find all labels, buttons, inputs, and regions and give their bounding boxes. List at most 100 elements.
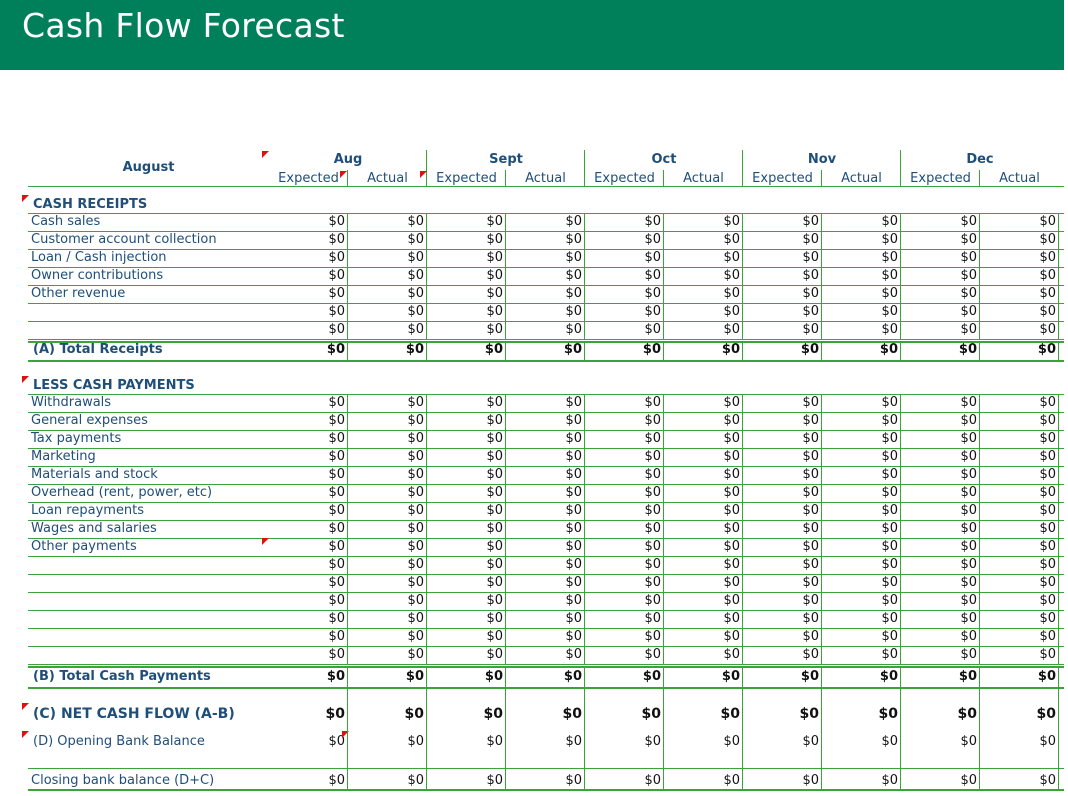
opening-balance-value[interactable]: $0 [407,734,424,749]
receipt-value[interactable]: $0 [881,322,898,337]
payment-value[interactable]: $0 [486,449,503,464]
payment-value[interactable]: $0 [881,521,898,536]
receipt-value[interactable]: $0 [644,304,661,319]
opening-balance-value[interactable]: $0 [328,734,345,749]
payment-value[interactable]: $0 [1039,449,1056,464]
opening-balance-value[interactable]: $0 [802,734,819,749]
payment-value[interactable]: $0 [407,449,424,464]
receipt-value[interactable]: $0 [723,322,740,337]
payment-value[interactable]: $0 [407,629,424,644]
total-receipts-value[interactable]: $0 [721,342,740,357]
total-receipts-value[interactable]: $0 [1037,342,1056,357]
payment-value[interactable]: $0 [328,395,345,410]
payment-value[interactable]: $0 [1039,647,1056,662]
payment-value[interactable]: $0 [407,431,424,446]
opening-balance-value[interactable]: $0 [960,734,977,749]
payment-value[interactable]: $0 [1039,611,1056,626]
closing-balance-value[interactable]: $0 [723,773,740,788]
closing-balance-value[interactable]: $0 [960,773,977,788]
payment-value[interactable]: $0 [644,503,661,518]
net-cash-flow-value[interactable]: $0 [878,706,898,722]
opening-balance-value[interactable]: $0 [1039,734,1056,749]
payment-value[interactable]: $0 [328,503,345,518]
payment-value[interactable]: $0 [723,575,740,590]
payment-value[interactable]: $0 [1039,521,1056,536]
net-cash-flow-value[interactable]: $0 [404,706,424,722]
payment-value[interactable]: $0 [407,611,424,626]
receipt-value[interactable]: $0 [328,322,345,337]
receipt-value[interactable]: $0 [407,322,424,337]
receipt-value[interactable]: $0 [1039,304,1056,319]
opening-balance-value[interactable]: $0 [486,734,503,749]
payment-value[interactable]: $0 [881,575,898,590]
payment-value[interactable]: $0 [1039,395,1056,410]
payment-value[interactable]: $0 [486,395,503,410]
payment-value[interactable]: $0 [723,395,740,410]
closing-balance-value[interactable]: $0 [328,773,345,788]
payment-value[interactable]: $0 [723,611,740,626]
receipt-value[interactable]: $0 [723,250,740,265]
total-payments-value[interactable]: $0 [879,669,898,684]
payment-value[interactable]: $0 [723,485,740,500]
payment-value[interactable]: $0 [328,431,345,446]
receipt-value[interactable]: $0 [802,322,819,337]
receipt-value[interactable]: $0 [328,250,345,265]
payment-value[interactable]: $0 [644,539,661,554]
receipt-value[interactable]: $0 [565,268,582,283]
receipt-value[interactable]: $0 [486,286,503,301]
payment-value[interactable]: $0 [723,467,740,482]
payment-value[interactable]: $0 [802,575,819,590]
payment-value[interactable]: $0 [723,557,740,572]
receipt-value[interactable]: $0 [644,322,661,337]
receipt-value[interactable]: $0 [565,304,582,319]
payment-value[interactable]: $0 [644,485,661,500]
payment-value[interactable]: $0 [644,575,661,590]
payment-value[interactable]: $0 [328,575,345,590]
payment-value[interactable]: $0 [328,467,345,482]
payment-value[interactable]: $0 [1039,485,1056,500]
payment-value[interactable]: $0 [407,413,424,428]
payment-value[interactable]: $0 [407,503,424,518]
payment-value[interactable]: $0 [960,539,977,554]
receipt-value[interactable]: $0 [328,286,345,301]
payment-value[interactable]: $0 [486,611,503,626]
receipt-value[interactable]: $0 [565,214,582,229]
receipt-value[interactable]: $0 [565,250,582,265]
total-payments-value[interactable]: $0 [484,669,503,684]
payment-value[interactable]: $0 [644,521,661,536]
net-cash-flow-value[interactable]: $0 [641,706,661,722]
receipt-value[interactable]: $0 [407,268,424,283]
payment-value[interactable]: $0 [486,503,503,518]
receipt-value[interactable]: $0 [407,232,424,247]
payment-value[interactable]: $0 [486,413,503,428]
receipt-value[interactable]: $0 [881,268,898,283]
receipt-value[interactable]: $0 [644,214,661,229]
payment-value[interactable]: $0 [1039,557,1056,572]
receipt-value[interactable]: $0 [960,232,977,247]
total-receipts-value[interactable]: $0 [405,342,424,357]
receipt-value[interactable]: $0 [802,268,819,283]
receipt-value[interactable]: $0 [486,322,503,337]
payment-value[interactable]: $0 [723,449,740,464]
receipt-value[interactable]: $0 [486,214,503,229]
receipt-value[interactable]: $0 [328,232,345,247]
receipt-value[interactable]: $0 [881,286,898,301]
receipt-value[interactable]: $0 [328,214,345,229]
receipt-value[interactable]: $0 [407,250,424,265]
net-cash-flow-value[interactable]: $0 [957,706,977,722]
receipt-value[interactable]: $0 [644,268,661,283]
payment-value[interactable]: $0 [565,395,582,410]
payment-value[interactable]: $0 [407,521,424,536]
payment-value[interactable]: $0 [881,593,898,608]
payment-value[interactable]: $0 [881,395,898,410]
receipt-value[interactable]: $0 [802,214,819,229]
payment-value[interactable]: $0 [802,395,819,410]
payment-value[interactable]: $0 [960,449,977,464]
payment-value[interactable]: $0 [881,413,898,428]
receipt-value[interactable]: $0 [723,214,740,229]
receipt-value[interactable]: $0 [881,304,898,319]
payment-value[interactable]: $0 [328,485,345,500]
payment-value[interactable]: $0 [960,467,977,482]
payment-value[interactable]: $0 [802,539,819,554]
payment-value[interactable]: $0 [960,629,977,644]
